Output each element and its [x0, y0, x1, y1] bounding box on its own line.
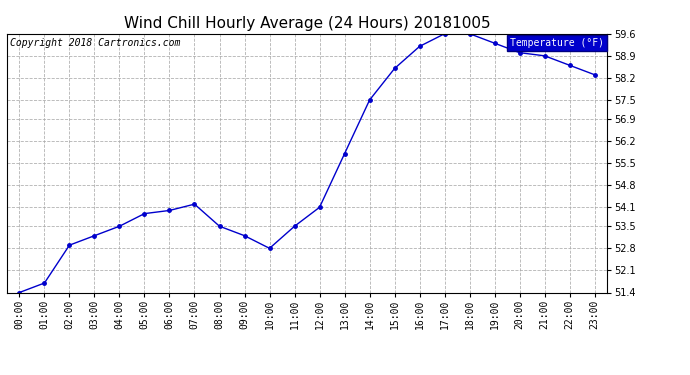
Title: Wind Chill Hourly Average (24 Hours) 20181005: Wind Chill Hourly Average (24 Hours) 201… — [124, 16, 491, 31]
Text: Copyright 2018 Cartronics.com: Copyright 2018 Cartronics.com — [10, 38, 180, 48]
Text: Temperature (°F): Temperature (°F) — [510, 38, 604, 48]
